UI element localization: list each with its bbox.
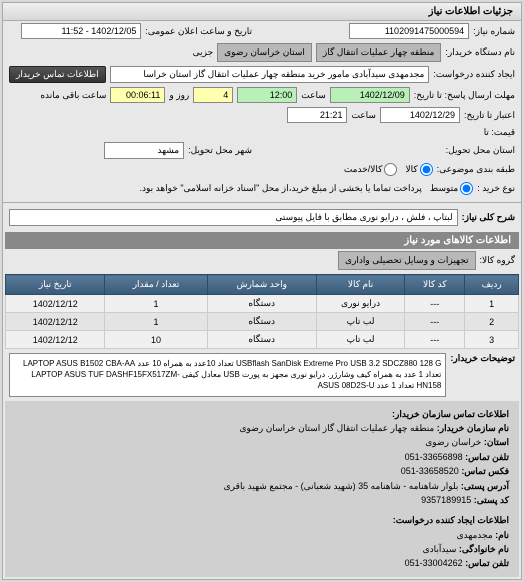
request-no-label: شماره نیاز: xyxy=(473,26,515,37)
contact-info-button[interactable]: اطلاعات تماس خریدار xyxy=(9,66,106,83)
valid-hour-field: 21:21 xyxy=(287,107,347,123)
table-header: ردیف xyxy=(465,275,519,295)
table-cell: لب تاپ xyxy=(316,313,404,331)
budget-radio-group: کالا کالا/خدمت xyxy=(344,163,433,176)
contact-section: اطلاعات تماس سازمان خریدار: نام سازمان خ… xyxy=(5,401,519,577)
table-cell: درایو نوری xyxy=(316,295,404,313)
reply-until-label: مهلت ارسال پاسخ: تا تاریخ: xyxy=(414,90,515,101)
address-val: بلوار شاهنامه - شاهنامه 35 (شهید شعبانی)… xyxy=(224,481,459,491)
table-header: تاریخ نیاز xyxy=(6,275,105,295)
reply-hour-field: 12:00 xyxy=(237,87,297,103)
table-cell: لب تاپ xyxy=(316,331,404,349)
table-cell: --- xyxy=(405,295,465,313)
goods-section-title: اطلاعات کالاهای مورد نیاز xyxy=(5,232,519,249)
phone-val: 33656898-051 xyxy=(405,452,463,462)
org-name-val: منطقه چهار عملیات انتقال گاز استان خراسا… xyxy=(240,423,435,433)
creator-name-val: مجدمهدی xyxy=(457,530,493,540)
phone-lbl: تلفن تماس: xyxy=(465,452,509,462)
buyer-desc-label: توضیحات خریدار: xyxy=(450,353,515,364)
table-cell: 1402/12/12 xyxy=(6,313,105,331)
table-header: کد کالا xyxy=(405,275,465,295)
table-header: تعداد / مقدار xyxy=(105,275,207,295)
announce-date-label: تاریخ و ساعت اعلان عمومی: xyxy=(145,26,252,37)
budget-option-service[interactable]: کالا/خدمت xyxy=(344,163,398,176)
table-header: واحد شمارش xyxy=(207,275,316,295)
table-cell: --- xyxy=(405,331,465,349)
announce-date-field: 1402/12/05 - 11:52 xyxy=(21,23,141,39)
delivery-province-label: استان محل تحویل: xyxy=(446,145,515,156)
title-key-label: شرح کلی نیاز: xyxy=(462,212,515,223)
table-cell: دستگاه xyxy=(207,295,316,313)
org-name-lbl: نام سازمان خریدار: xyxy=(437,423,509,433)
table-cell: 1 xyxy=(465,295,519,313)
table-cell: --- xyxy=(405,313,465,331)
remaining-label: ساعت باقی مانده xyxy=(40,90,106,101)
budget-type-label: طبقه بندی موضوعی: xyxy=(437,164,515,175)
creator-name-lbl: نام: xyxy=(495,530,509,540)
buyer-region-field: منطقه چهار عملیات انتقال گاز xyxy=(316,43,442,62)
reply-date-field: 1402/12/09 xyxy=(330,87,410,103)
table-row: 2---لب تاپدستگاه11402/12/12 xyxy=(6,313,519,331)
table-cell: 1 xyxy=(105,295,207,313)
valid-date-field: 1402/12/29 xyxy=(380,107,460,123)
creator-title: اطلاعات ایجاد کننده درخواست: xyxy=(393,515,509,525)
buyer-device-label: نام دستگاه خریدار: xyxy=(445,47,515,58)
creator-phone-lbl: تلفن تماس: xyxy=(465,558,509,568)
table-cell: 1402/12/12 xyxy=(6,331,105,349)
from-price-label: قیمت: تا xyxy=(484,127,515,138)
valid-until-label: اعتبار تا تاریخ: xyxy=(464,110,515,121)
table-cell: 3 xyxy=(465,331,519,349)
buy-radio-group: متوسط xyxy=(430,182,473,195)
table-row: 3---لب تاپدستگاه101402/12/12 xyxy=(6,331,519,349)
requester-label: ایجاد کننده درخواست: xyxy=(433,69,515,80)
province-lbl: استان: xyxy=(484,437,509,447)
goods-group-field: تجهیزات و وسایل تحصیلی واداری xyxy=(338,251,475,270)
buy-radio-1[interactable] xyxy=(460,182,473,195)
description-box: USBflash SanDisk Extreme Pro USB 3.2 SDC… xyxy=(9,353,446,397)
day-label: روز و xyxy=(169,90,189,101)
budget-label-1: کالا xyxy=(405,164,417,175)
panel-title: جزئیات اطلاعات نیاز xyxy=(3,3,521,21)
hour-label-2: ساعت xyxy=(351,110,376,121)
budget-radio-1[interactable] xyxy=(420,163,433,176)
requester-field: مجدمهدی سیدآبادی مامور خرید منطقه چهار ع… xyxy=(110,66,430,83)
budget-label-2: کالا/خدمت xyxy=(344,164,383,175)
reply-days-field: 4 xyxy=(193,87,233,103)
buy-note: پرداخت تماما یا بخشی از مبلغ خرید،از محل… xyxy=(9,180,426,196)
partial-label: جزیی xyxy=(193,47,214,58)
creator-family-val: سیدآبادی xyxy=(423,544,457,554)
goods-group-label: گروه کالا: xyxy=(480,255,515,266)
postal-val: 9357189915 xyxy=(421,495,471,505)
request-no-field: 1102091475000594 xyxy=(349,23,469,39)
buy-option-medium[interactable]: متوسط xyxy=(430,182,473,195)
table-cell: دستگاه xyxy=(207,313,316,331)
budget-option-goods[interactable]: کالا xyxy=(405,163,432,176)
creator-phone-val: 33004262-051 xyxy=(405,558,463,568)
table-header: نام کالا xyxy=(316,275,404,295)
goods-table: ردیفکد کالانام کالاواحد شمارشتعداد / مقد… xyxy=(5,274,519,349)
province-val: خراسان رضوی xyxy=(425,437,481,447)
fax-lbl: فکس تماس: xyxy=(461,466,509,476)
reply-remain-field: 00:06:11 xyxy=(110,87,165,103)
table-cell: 10 xyxy=(105,331,207,349)
creator-family-lbl: نام خانوادگی: xyxy=(459,544,509,554)
delivery-city-field: مشهد xyxy=(104,142,184,159)
table-cell: 2 xyxy=(465,313,519,331)
buy-label-1: متوسط xyxy=(430,183,458,194)
table-cell: 1 xyxy=(105,313,207,331)
contact-title: اطلاعات تماس سازمان خریدار: xyxy=(392,409,509,419)
budget-radio-2[interactable] xyxy=(384,163,397,176)
delivery-city-label: شهر محل تحویل: xyxy=(188,145,252,156)
postal-lbl: کد پستی: xyxy=(474,495,509,505)
address-lbl: آدرس پستی: xyxy=(461,481,509,491)
fax-val: 33658520-051 xyxy=(401,466,459,476)
buyer-province-field: استان خراسان رضوی xyxy=(217,43,312,62)
title-field: لبتاپ ، فلش ، درایو نوری مطابق با فایل پ… xyxy=(9,209,458,226)
table-cell: دستگاه xyxy=(207,331,316,349)
hour-label-1: ساعت xyxy=(301,90,326,101)
table-cell: 1402/12/12 xyxy=(6,295,105,313)
table-row: 1---درایو نوریدستگاه11402/12/12 xyxy=(6,295,519,313)
buy-type-label: نوع خرید : xyxy=(477,183,515,194)
